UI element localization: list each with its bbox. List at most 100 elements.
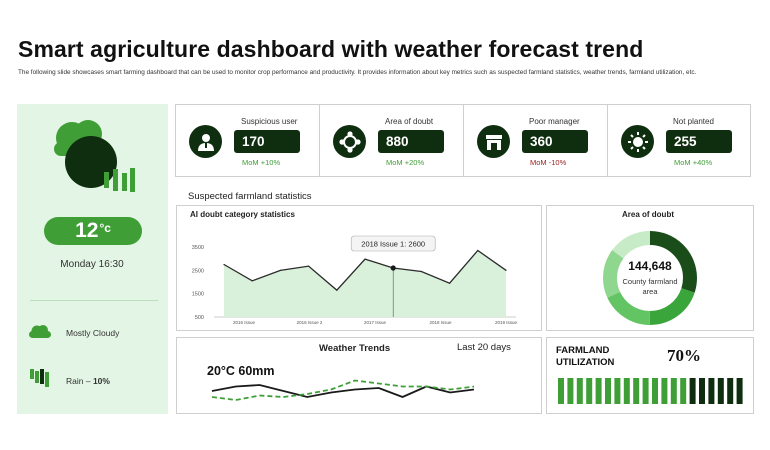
kpi-poor-manager: Poor manager 360 MoM -10%: [464, 105, 608, 176]
kpi-label: Area of doubt: [385, 117, 434, 126]
utilization-bar: [586, 378, 593, 404]
condition-rain: Rain – 10%: [66, 376, 110, 386]
utilization-bar: [605, 378, 611, 404]
weather-trends-range: Last 20 days: [457, 342, 511, 353]
utilization-bar: [567, 378, 574, 404]
condition-rain-value: 10%: [92, 376, 110, 386]
utilization-bar: [661, 378, 668, 404]
utilization-label-line1: FARMLAND: [556, 345, 610, 356]
divider: [30, 300, 158, 301]
y-tick-label: 500: [195, 315, 204, 321]
data-point: [336, 289, 338, 291]
weather-trends-chart: [211, 379, 475, 401]
kpi-mom: MoM -10%: [530, 158, 567, 167]
condition-rain-label: Rain –: [66, 376, 93, 386]
data-point: [505, 269, 507, 271]
page-title: Smart agriculture dashboard with weather…: [18, 36, 644, 62]
cloud-rain-icon: [54, 120, 135, 192]
page-subtitle: The following slide showcases smart farm…: [18, 69, 697, 76]
kpi-value: 360: [522, 130, 588, 153]
sun-icon: [621, 125, 654, 158]
x-tick-label: 2018 Issue: [429, 320, 452, 325]
kpi-divider: [463, 105, 464, 176]
kpi-label: Suspicious user: [241, 117, 298, 126]
kpi-value: 255: [666, 130, 732, 153]
area-of-doubt-card: [546, 205, 754, 331]
weather-datetime: Monday 16:30: [60, 259, 124, 270]
kpi-divider: [607, 105, 608, 176]
series-area: [224, 250, 506, 317]
kpi-mom: MoM +40%: [674, 158, 713, 167]
utilization-bar: [680, 378, 687, 404]
kpi-not-planted: Not planted 255 MoM +40%: [608, 105, 752, 176]
temperature-pill: 12 °c: [44, 217, 142, 245]
data-point: [279, 269, 281, 271]
series-line-solid: [211, 384, 475, 398]
condition-cloudy: Mostly Cloudy: [66, 328, 120, 338]
data-point: [364, 258, 366, 260]
data-point: [449, 282, 451, 284]
kpi-suspicious-user: Suspicious user 170 MoM +10%: [176, 105, 320, 176]
weather-trends-title: Weather Trends: [319, 343, 391, 354]
utilization-percent: 70%: [667, 346, 701, 365]
kpi-value: 170: [234, 130, 300, 153]
y-tick-label: 1500: [192, 292, 204, 298]
x-tick-label: 2017 Issue: [364, 320, 387, 325]
utilization-bar: [623, 378, 630, 404]
x-tick-label: 2016 Issue: [233, 320, 256, 325]
utilization-bar: [652, 378, 658, 404]
data-point: [477, 249, 479, 252]
donut-slice: [603, 231, 697, 325]
kpi-area-of-doubt: Area of doubt 880 MoM +20%: [320, 105, 464, 176]
utilization-label: FARMLAND UTILIZATION: [556, 345, 614, 369]
series-line-dashed: [211, 379, 475, 401]
x-tick-label: 2016 Issue 2: [297, 320, 323, 325]
donut-slice: [603, 231, 697, 325]
donut-slice: [603, 231, 697, 325]
kpi-label: Poor manager: [529, 117, 580, 126]
temperature-unit: °c: [99, 221, 111, 235]
chart-title: AI doubt category statistics: [190, 210, 295, 219]
user-icon: [189, 125, 222, 158]
kpi-value: 880: [378, 130, 444, 153]
y-tick-label: 2500: [192, 268, 204, 274]
kpi-divider: [319, 105, 320, 176]
data-point: [251, 280, 253, 282]
utilization-bar: [633, 378, 640, 404]
highlight-point: [390, 265, 396, 271]
utilization-bar: [614, 378, 621, 404]
utilization-bars: [558, 378, 743, 404]
utilization-bar: [717, 378, 724, 404]
utilization-bar: [670, 378, 677, 404]
weather-trends-summary: 20°C 60mm: [207, 364, 275, 378]
tooltip-text: 2018 Issue 1: 2600: [361, 240, 425, 249]
kpi-mom: MoM +10%: [242, 158, 281, 167]
y-tick-label: 3500: [192, 245, 204, 251]
weather-trends-card: [176, 337, 542, 414]
section-heading: Suspected farmland statistics: [188, 191, 312, 202]
donut-center-value: 144,648: [628, 259, 672, 273]
utilization-bar: [642, 378, 649, 404]
data-point: [223, 263, 225, 266]
chart-tooltip: 2018 Issue 1: 2600: [350, 235, 436, 252]
kpi-mom: MoM +20%: [386, 158, 425, 167]
data-point: [308, 265, 310, 267]
utilization-label-line2: UTILIZATION: [556, 357, 615, 368]
x-tick-label: 2019 Issue: [495, 320, 518, 325]
utilization-bar: [736, 378, 743, 404]
rain-icon: [30, 369, 49, 387]
utilization-bar: [727, 378, 734, 404]
utilization-bar: [689, 378, 696, 404]
area-of-doubt-donut: [603, 231, 697, 325]
utilization-bar: [576, 378, 583, 404]
utilization-bar: [699, 378, 705, 404]
target-icon: [333, 125, 366, 158]
utilization-bar: [708, 378, 715, 404]
utilization-bar: [558, 378, 564, 404]
data-point: [420, 270, 422, 273]
ai-doubt-line-chart: 3500 2500 1500 500 2016 Issue 2016 Issue 2 201…: [192, 235, 518, 325]
donut-title: Area of doubt: [622, 210, 674, 219]
store-icon: [477, 125, 510, 158]
tooltip-box: [350, 235, 436, 252]
